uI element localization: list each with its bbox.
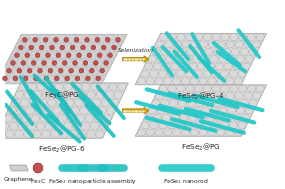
Circle shape [42,61,46,65]
FancyArrow shape [122,56,149,63]
Circle shape [11,61,15,65]
Circle shape [77,53,82,58]
Polygon shape [0,83,129,138]
Polygon shape [9,165,28,171]
Text: FeSe$_2$@PG-4: FeSe$_2$@PG-4 [177,91,225,102]
Circle shape [116,37,120,42]
Circle shape [17,68,22,73]
Circle shape [66,53,71,58]
Circle shape [35,53,40,58]
Circle shape [39,45,44,50]
Circle shape [101,45,106,50]
Polygon shape [0,34,127,84]
Circle shape [46,53,50,58]
Circle shape [96,76,101,81]
Circle shape [48,68,53,73]
Circle shape [15,53,19,58]
Circle shape [34,76,38,81]
Circle shape [58,68,63,73]
Circle shape [81,45,85,50]
Circle shape [54,76,59,81]
Circle shape [21,61,26,65]
Circle shape [93,61,98,65]
Circle shape [13,76,18,81]
Circle shape [19,45,23,50]
Circle shape [112,45,117,50]
Text: FeSe$_2$ nanoparticle assembly: FeSe$_2$ nanoparticle assembly [48,177,138,186]
Circle shape [83,61,88,65]
Circle shape [105,37,110,42]
Circle shape [87,53,92,58]
Text: Selenization: Selenization [118,48,154,53]
Circle shape [74,37,79,42]
Text: Graphene: Graphene [4,177,33,182]
Circle shape [38,68,42,73]
Circle shape [64,37,69,42]
Polygon shape [135,85,266,136]
Circle shape [31,61,36,65]
Circle shape [104,61,109,65]
Text: Fe$_3$C: Fe$_3$C [30,177,46,186]
Circle shape [65,76,70,81]
Circle shape [97,53,102,58]
Circle shape [23,76,28,81]
Circle shape [29,45,34,50]
Circle shape [79,68,84,73]
Text: Fe$_3$C@PG: Fe$_3$C@PG [44,90,80,101]
Circle shape [62,61,67,65]
Polygon shape [135,33,266,85]
Circle shape [33,163,43,173]
Circle shape [85,37,89,42]
Circle shape [25,53,30,58]
Circle shape [73,61,78,65]
Circle shape [75,76,80,81]
Circle shape [91,45,96,50]
Text: FeSe$_2$@PG-6: FeSe$_2$@PG-6 [38,144,85,155]
Circle shape [60,45,65,50]
Circle shape [89,68,94,73]
Circle shape [27,68,32,73]
Circle shape [43,37,48,42]
Circle shape [70,45,75,50]
Circle shape [44,76,49,81]
Circle shape [3,76,7,81]
Circle shape [33,37,38,42]
Circle shape [95,37,100,42]
Circle shape [69,68,74,73]
Text: FeSe$_2$ nanorod: FeSe$_2$ nanorod [163,177,209,186]
FancyArrow shape [122,107,149,114]
Circle shape [100,68,105,73]
Circle shape [108,53,113,58]
Text: FeSe$_2$@PG: FeSe$_2$@PG [181,142,221,153]
Circle shape [86,76,90,81]
Circle shape [54,37,58,42]
Circle shape [50,45,54,50]
Circle shape [52,61,57,65]
Circle shape [7,68,11,73]
Circle shape [56,53,61,58]
Circle shape [23,37,27,42]
